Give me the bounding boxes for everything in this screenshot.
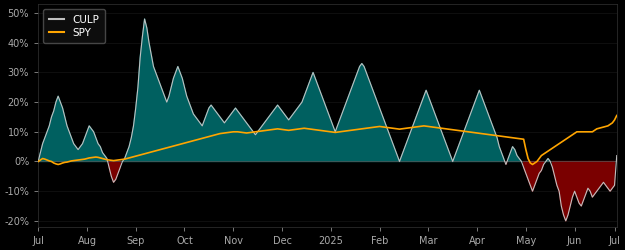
Legend: CULP, SPY: CULP, SPY bbox=[43, 10, 104, 43]
